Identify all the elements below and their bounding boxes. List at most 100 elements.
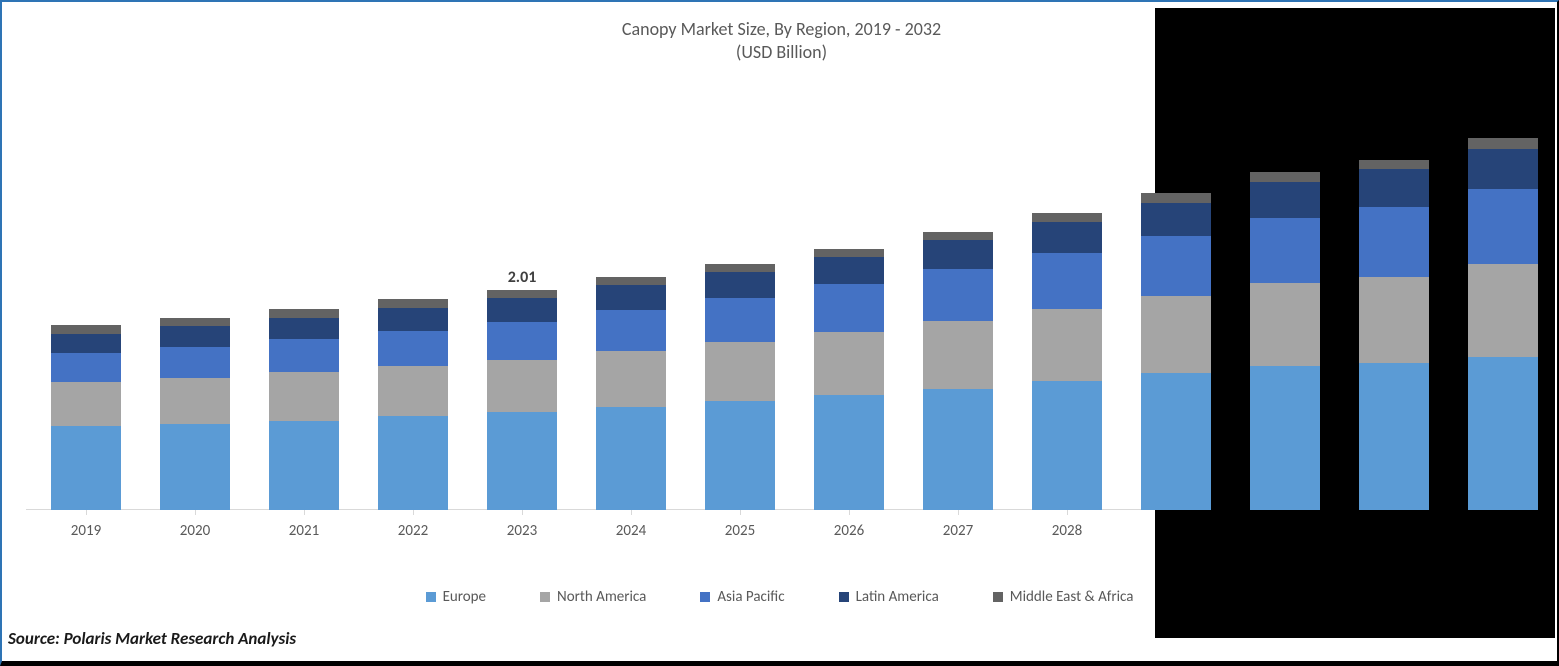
bar-segment — [596, 407, 666, 510]
x-tick — [958, 510, 959, 515]
bar-group — [923, 232, 993, 510]
x-tick — [522, 510, 523, 515]
bar-segment — [923, 269, 993, 321]
bar-segment — [1141, 193, 1211, 203]
x-axis-label: 2028 — [1052, 522, 1082, 540]
bar-group — [1359, 160, 1429, 510]
legend-label: North America — [557, 588, 646, 606]
bar-segment — [378, 308, 448, 331]
source-attribution: Source: Polaris Market Research Analysis — [8, 628, 296, 649]
bar-group — [705, 264, 775, 510]
bar-segment — [1359, 363, 1429, 510]
x-tick — [740, 510, 741, 515]
x-axis-label: 2024 — [616, 522, 646, 540]
x-axis-label: 2023 — [507, 522, 537, 540]
bar-segment — [923, 321, 993, 389]
bar-group — [1141, 193, 1211, 510]
bar-segment — [51, 426, 121, 510]
bar-segment — [705, 272, 775, 298]
bar-segment — [160, 326, 230, 346]
x-tick — [631, 510, 632, 515]
bar-segment — [269, 339, 339, 372]
bar-segment — [1032, 222, 1102, 253]
bar-segment — [487, 322, 557, 360]
bar-segment — [1468, 138, 1538, 149]
bar-segment — [1032, 253, 1102, 309]
bar-group — [51, 325, 121, 510]
x-tick — [86, 510, 87, 515]
bar-segment — [269, 372, 339, 420]
bar-segment — [1250, 172, 1320, 182]
bar-segment — [160, 378, 230, 424]
bar-segment — [923, 232, 993, 241]
bar-segment — [923, 240, 993, 269]
x-tick — [1067, 510, 1068, 515]
bar-segment — [1250, 182, 1320, 217]
chart-frame: Canopy Market Size, By Region, 2019 - 20… — [0, 0, 1559, 666]
legend-swatch — [540, 592, 550, 602]
bar-segment — [814, 332, 884, 395]
bar-segment — [487, 412, 557, 510]
bar-segment — [487, 360, 557, 413]
bar-segment — [1468, 189, 1538, 264]
bar-segment — [1468, 149, 1538, 189]
x-tick — [195, 510, 196, 515]
x-axis-label: 2027 — [943, 522, 973, 540]
bar-segment — [596, 285, 666, 310]
bar-segment — [269, 318, 339, 340]
bar-segment — [378, 299, 448, 308]
bar-segment — [378, 331, 448, 366]
bar-segment — [51, 325, 121, 334]
legend-item: Asia Pacific — [700, 588, 784, 606]
bar-segment — [1359, 207, 1429, 277]
x-tick — [304, 510, 305, 515]
bar-group — [487, 290, 557, 510]
bar-segment — [1141, 296, 1211, 373]
x-axis-label: 2020 — [180, 522, 210, 540]
bar-group — [1032, 213, 1102, 510]
bar-group — [160, 318, 230, 510]
bar-segment — [596, 277, 666, 286]
bar-segment — [814, 249, 884, 258]
bar-segment — [1032, 309, 1102, 381]
bar-segment — [923, 389, 993, 510]
bar-segment — [814, 284, 884, 331]
bar-group — [1250, 172, 1320, 510]
x-axis-label: 2026 — [834, 522, 864, 540]
x-axis-label: 2019 — [71, 522, 101, 540]
bar-segment — [269, 421, 339, 510]
bar-segment — [705, 264, 775, 273]
bar-segment — [1359, 160, 1429, 170]
bar-segment — [378, 416, 448, 510]
bar-segment — [705, 342, 775, 401]
bar-segment — [487, 298, 557, 322]
bar-segment — [1250, 366, 1320, 510]
bar-segment — [160, 347, 230, 378]
bar-segment — [1141, 203, 1211, 236]
bar-segment — [705, 401, 775, 510]
x-axis-label: 2025 — [725, 522, 755, 540]
bar-segment — [378, 366, 448, 417]
bar-segment — [51, 382, 121, 426]
bar-group — [596, 277, 666, 510]
bar-segment — [1032, 213, 1102, 222]
bar-segment — [51, 334, 121, 353]
bar-segment — [1468, 264, 1538, 358]
bar-segment — [705, 298, 775, 342]
legend-item: North America — [540, 588, 646, 606]
bar-segment — [814, 257, 884, 284]
bar-group — [269, 309, 339, 510]
bar-group — [814, 249, 884, 510]
legend-swatch — [426, 592, 436, 602]
bar-segment — [1141, 236, 1211, 296]
legend-swatch — [839, 592, 849, 602]
bar-segment — [487, 290, 557, 299]
bar-segment — [1032, 381, 1102, 510]
bar-segment — [51, 353, 121, 382]
data-label: 2.01 — [508, 268, 537, 287]
bar-segment — [1359, 169, 1429, 207]
legend-label: Asia Pacific — [717, 588, 784, 606]
legend-label: Latin America — [856, 588, 939, 606]
bar-group — [1468, 138, 1538, 510]
bar-segment — [1250, 283, 1320, 366]
